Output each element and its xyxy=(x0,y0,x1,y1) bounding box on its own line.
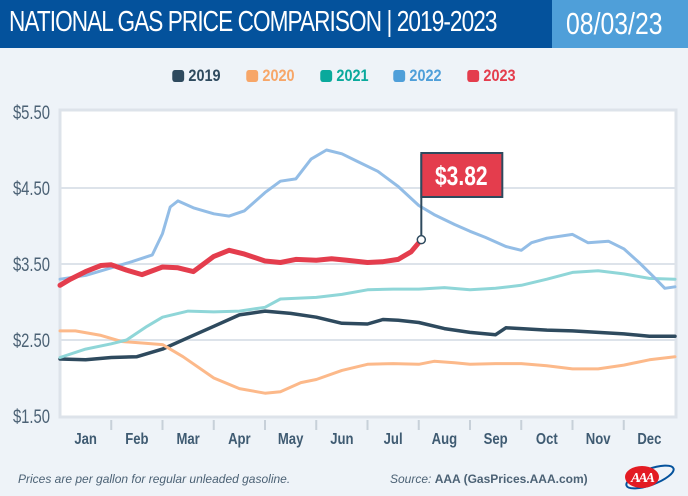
y-tick-label: $4.50 xyxy=(13,178,50,199)
legend-label-2019: 2019 xyxy=(188,66,222,85)
legend: 2019 2020 2021 2022 2023 xyxy=(0,66,688,87)
callout-label: $3.82 xyxy=(435,162,488,192)
callout-flag xyxy=(420,152,504,198)
series-line-2022 xyxy=(58,148,677,290)
x-tick-label: Dec xyxy=(637,431,661,448)
x-tick-label: Apr xyxy=(228,431,251,448)
legend-label-2023: 2023 xyxy=(483,66,516,85)
callout-marker xyxy=(416,234,427,245)
legend-swatch-2023 xyxy=(466,70,479,82)
svg-text:AAA: AAA xyxy=(630,471,655,486)
source-value: AAA (GasPrices.AAA.com) xyxy=(434,472,588,486)
x-tick-label: Jul xyxy=(384,431,403,448)
series-line-2023 xyxy=(57,237,424,288)
legend-label-2022: 2022 xyxy=(409,66,442,85)
series-line-2019 xyxy=(58,309,677,362)
legend-swatch-2021 xyxy=(319,70,332,82)
x-tick-label: Jan xyxy=(74,431,97,448)
page-title: NATIONAL GAS PRICE COMPARISON | 2019-202… xyxy=(9,6,497,38)
legend-swatch-2019 xyxy=(172,70,185,82)
y-tick-label: $3.50 xyxy=(13,254,50,275)
x-tick-label: Sep xyxy=(484,431,508,448)
y-tick-label: $5.50 xyxy=(13,102,50,123)
series-line-2021 xyxy=(58,269,677,359)
header-bar: NATIONAL GAS PRICE COMPARISON | 2019-202… xyxy=(0,0,552,48)
source-credit: Source: AAA (GasPrices.AAA.com) xyxy=(390,472,588,486)
legend-label-2020: 2020 xyxy=(262,66,295,85)
date-badge: 08/03/23 xyxy=(552,0,688,48)
legend-item-2023: 2023 xyxy=(466,66,516,86)
source-label: Source: xyxy=(390,472,432,486)
x-tick-label: Oct xyxy=(536,431,558,448)
aaa-logo-icon: AAA xyxy=(625,464,675,490)
legend-item-2022: 2022 xyxy=(393,66,442,86)
legend-swatch-2020 xyxy=(246,70,259,82)
series-line-2020 xyxy=(58,329,677,395)
x-tick-label: Feb xyxy=(125,431,148,448)
legend-item-2021: 2021 xyxy=(319,66,369,86)
x-tick-label: Jun xyxy=(330,431,353,448)
footnote: Prices are per gallon for regular unlead… xyxy=(18,472,291,486)
date-label: 08/03/23 xyxy=(566,6,663,41)
legend-swatch-2022 xyxy=(393,70,406,82)
x-tick-label: Aug xyxy=(432,431,458,448)
x-tick-label: Nov xyxy=(586,431,612,448)
y-tick-label: $2.50 xyxy=(13,330,50,351)
legend-item-2020: 2020 xyxy=(246,66,295,86)
x-tick-label: May xyxy=(278,431,304,448)
x-tick-label: Mar xyxy=(176,431,200,448)
legend-item-2019: 2019 xyxy=(172,66,222,86)
legend-label-2021: 2021 xyxy=(335,66,369,85)
y-tick-label: $1.50 xyxy=(13,406,50,427)
